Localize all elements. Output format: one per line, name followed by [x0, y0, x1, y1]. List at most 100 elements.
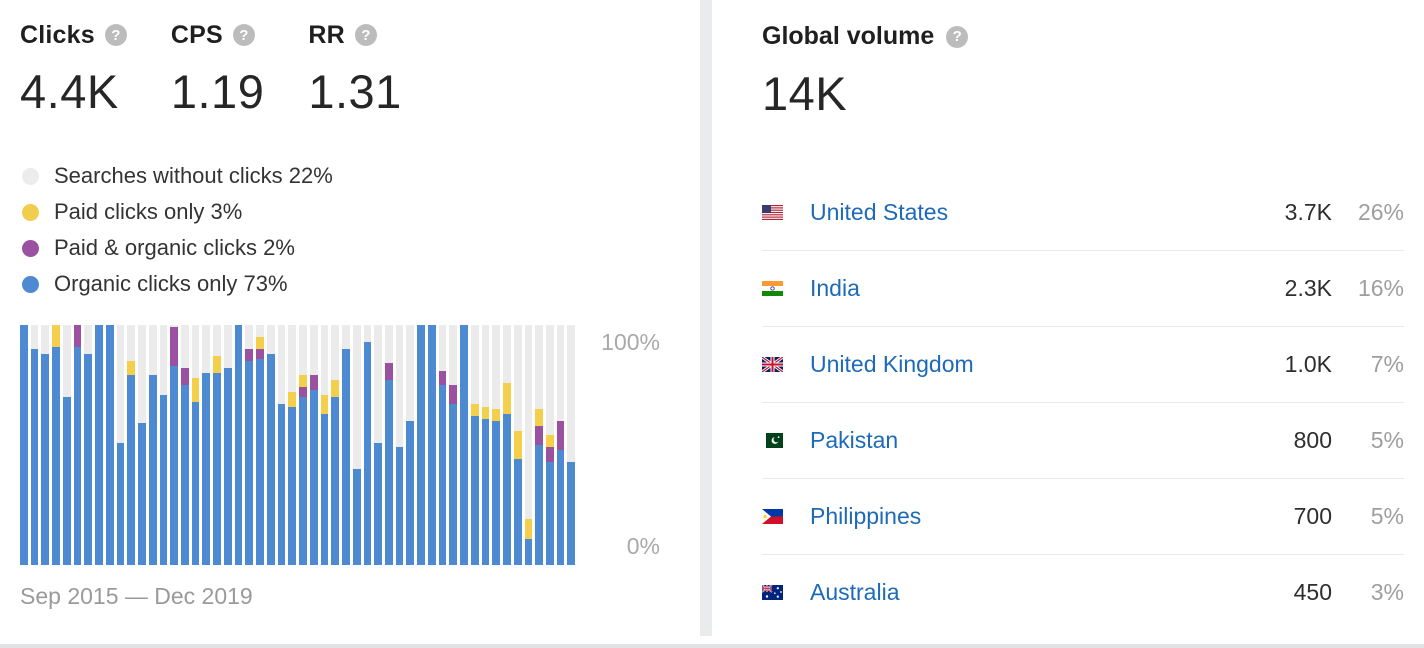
country-row: India 2.3K 16%	[762, 250, 1404, 326]
cps-label: CPS	[170, 20, 223, 49]
chart-bar[interactable]	[191, 325, 200, 565]
country-volume: 3.7K	[1284, 198, 1332, 225]
chart-bar[interactable]	[406, 325, 415, 565]
chart-bar[interactable]	[492, 325, 501, 565]
chart-bar[interactable]	[95, 325, 103, 565]
chart-bar[interactable]	[309, 325, 318, 565]
chart-bar[interactable]	[556, 325, 565, 565]
pk-flag-icon	[762, 433, 783, 448]
country-volume: 2.3K	[1284, 275, 1332, 301]
rr-help-icon[interactable]: ?	[354, 24, 377, 46]
panel-divider	[700, 0, 712, 636]
chart-bar[interactable]	[202, 325, 211, 565]
chart-bar[interactable]	[181, 325, 189, 565]
chart-bar[interactable]	[395, 325, 404, 565]
country-volume: 700	[1293, 503, 1332, 529]
us-flag-icon	[762, 204, 783, 220]
cps-help-icon[interactable]: ?	[232, 24, 255, 46]
country-link[interactable]: India	[810, 275, 860, 301]
country-percent: 26%	[1357, 198, 1404, 225]
metric-clicks: Clicks ? 4.4K	[20, 20, 127, 119]
chart-bar[interactable]	[213, 325, 221, 565]
country-link[interactable]: United Kingdom	[810, 351, 974, 377]
chart-bar[interactable]	[288, 325, 297, 565]
y-axis-tick-100: 100%	[601, 329, 660, 355]
ph-flag-icon	[762, 509, 783, 524]
chart-bar[interactable]	[245, 325, 254, 565]
country-volume: 800	[1293, 427, 1332, 453]
chart-bar[interactable]	[116, 325, 125, 565]
country-link[interactable]: Australia	[810, 579, 900, 605]
bottom-border	[0, 644, 1424, 648]
chart-bar[interactable]	[470, 325, 479, 565]
chart-bar[interactable]	[148, 325, 157, 565]
chart-bar[interactable]	[331, 325, 340, 565]
chart-bar[interactable]	[159, 325, 168, 565]
chart-bar[interactable]	[524, 325, 533, 565]
chart-bar[interactable]	[545, 325, 554, 565]
clicks-help-icon[interactable]: ?	[104, 24, 127, 46]
country-link[interactable]: United States	[810, 198, 949, 225]
chart-bar[interactable]	[567, 325, 576, 565]
metric-rr: RR ? 1.31	[308, 20, 401, 119]
chart-bar[interactable]	[105, 325, 114, 565]
in-flag-icon	[762, 281, 783, 296]
chart-bar[interactable]	[277, 325, 286, 565]
paid-organic-dot-icon	[22, 239, 39, 257]
chart-bar[interactable]	[374, 325, 382, 565]
chart-bar[interactable]	[438, 325, 447, 565]
country-link[interactable]: Pakistan	[810, 427, 899, 453]
chart-bar[interactable]	[417, 325, 425, 565]
chart-bar[interactable]	[299, 325, 307, 565]
chart-bar[interactable]	[41, 325, 50, 565]
rr-value: 1.31	[308, 65, 402, 118]
chart-bar[interactable]	[427, 325, 436, 565]
chart-bar[interactable]	[320, 325, 329, 565]
chart-bar[interactable]	[266, 325, 275, 565]
no-clicks-dot-icon	[22, 167, 39, 185]
chart-bar[interactable]	[363, 325, 372, 565]
chart-bar[interactable]	[234, 325, 243, 565]
chart-bar[interactable]	[460, 325, 468, 565]
chart-bar[interactable]	[30, 325, 39, 565]
chart-bar[interactable]	[352, 325, 361, 565]
paid-clicks-dot-icon	[22, 203, 39, 221]
chart-bar[interactable]	[127, 325, 136, 565]
country-percent: 5%	[1370, 427, 1404, 453]
legend-item-organic-clicks: Organic clicks only 73%	[22, 266, 333, 302]
chart-bar[interactable]	[342, 325, 350, 565]
country-link[interactable]: Philippines	[810, 503, 922, 529]
legend-item-no-clicks: Searches without clicks 22%	[22, 158, 333, 194]
chart-bar[interactable]	[513, 325, 522, 565]
rr-label: RR	[308, 20, 345, 49]
y-axis-tick-0: 0%	[626, 533, 660, 559]
global-volume-help-icon[interactable]: ?	[946, 25, 969, 48]
country-percent: 16%	[1357, 275, 1404, 301]
organic-clicks-dot-icon	[22, 275, 39, 293]
chart-bar[interactable]	[138, 325, 146, 565]
chart-bar[interactable]	[535, 325, 543, 565]
chart-bar[interactable]	[170, 325, 179, 565]
country-volume: 1.0K	[1284, 351, 1332, 377]
chart-bar[interactable]	[223, 325, 232, 565]
chart-bar[interactable]	[449, 325, 458, 565]
clicks-history-chart[interactable]	[20, 325, 576, 565]
country-volume: 450	[1293, 579, 1332, 605]
chart-bar[interactable]	[62, 325, 71, 565]
country-percent: 7%	[1370, 351, 1404, 377]
country-row: Pakistan 800 5%	[762, 402, 1404, 478]
cps-value: 1.19	[170, 65, 265, 118]
chart-bar[interactable]	[52, 325, 60, 565]
chart-bar[interactable]	[384, 325, 393, 565]
global-volume-label: Global volume	[762, 22, 935, 50]
chart-bar[interactable]	[73, 325, 82, 565]
chart-bar[interactable]	[20, 325, 28, 565]
global-volume-header: Global volume ?	[762, 22, 969, 51]
country-percent: 5%	[1370, 503, 1404, 529]
country-row: United Kingdom 1.0K 7%	[761, 326, 1404, 402]
chart-bar[interactable]	[256, 325, 264, 565]
chart-bar[interactable]	[503, 325, 511, 565]
chart-bar[interactable]	[481, 325, 490, 565]
chart-bar[interactable]	[84, 325, 93, 565]
